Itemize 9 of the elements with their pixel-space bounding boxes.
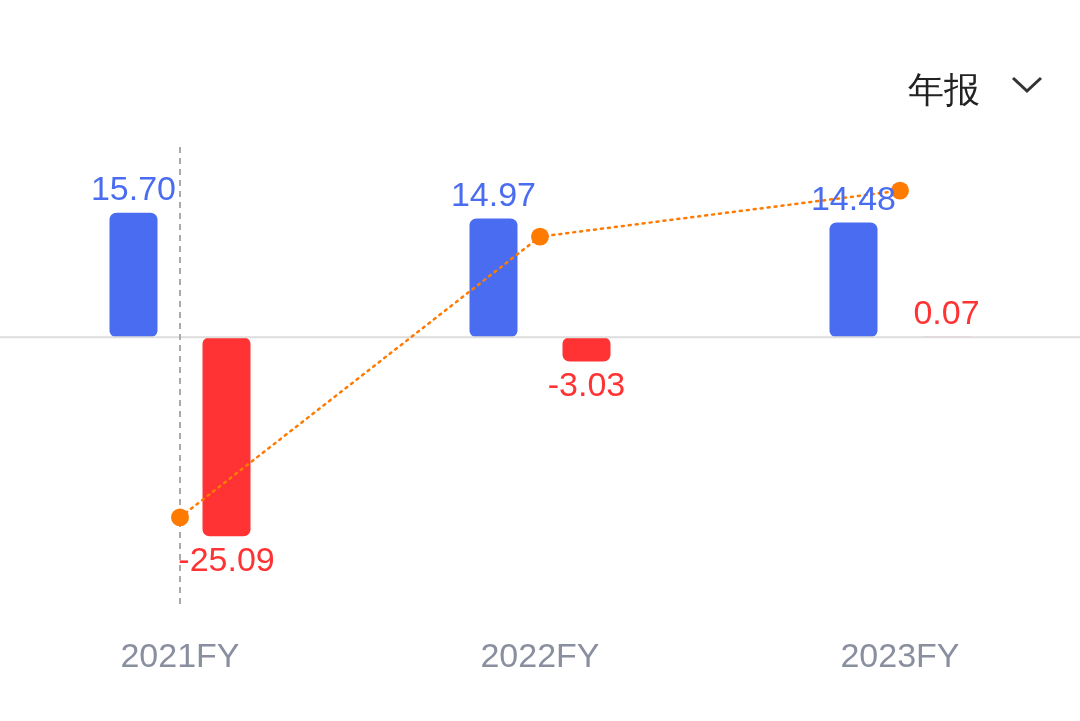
x-tick-label: 2022FY <box>480 635 600 674</box>
data-label: 0.07 <box>913 292 980 331</box>
data-label: 15.70 <box>90 168 177 207</box>
data-label: -25.09 <box>178 540 275 579</box>
data-label: 14.97 <box>450 174 537 213</box>
text: 年报 <box>908 68 980 112</box>
x-tick-label: 2023FY <box>840 635 960 674</box>
x-tick-label: 2021FY <box>120 635 240 674</box>
data-label: -3.03 <box>547 365 626 404</box>
